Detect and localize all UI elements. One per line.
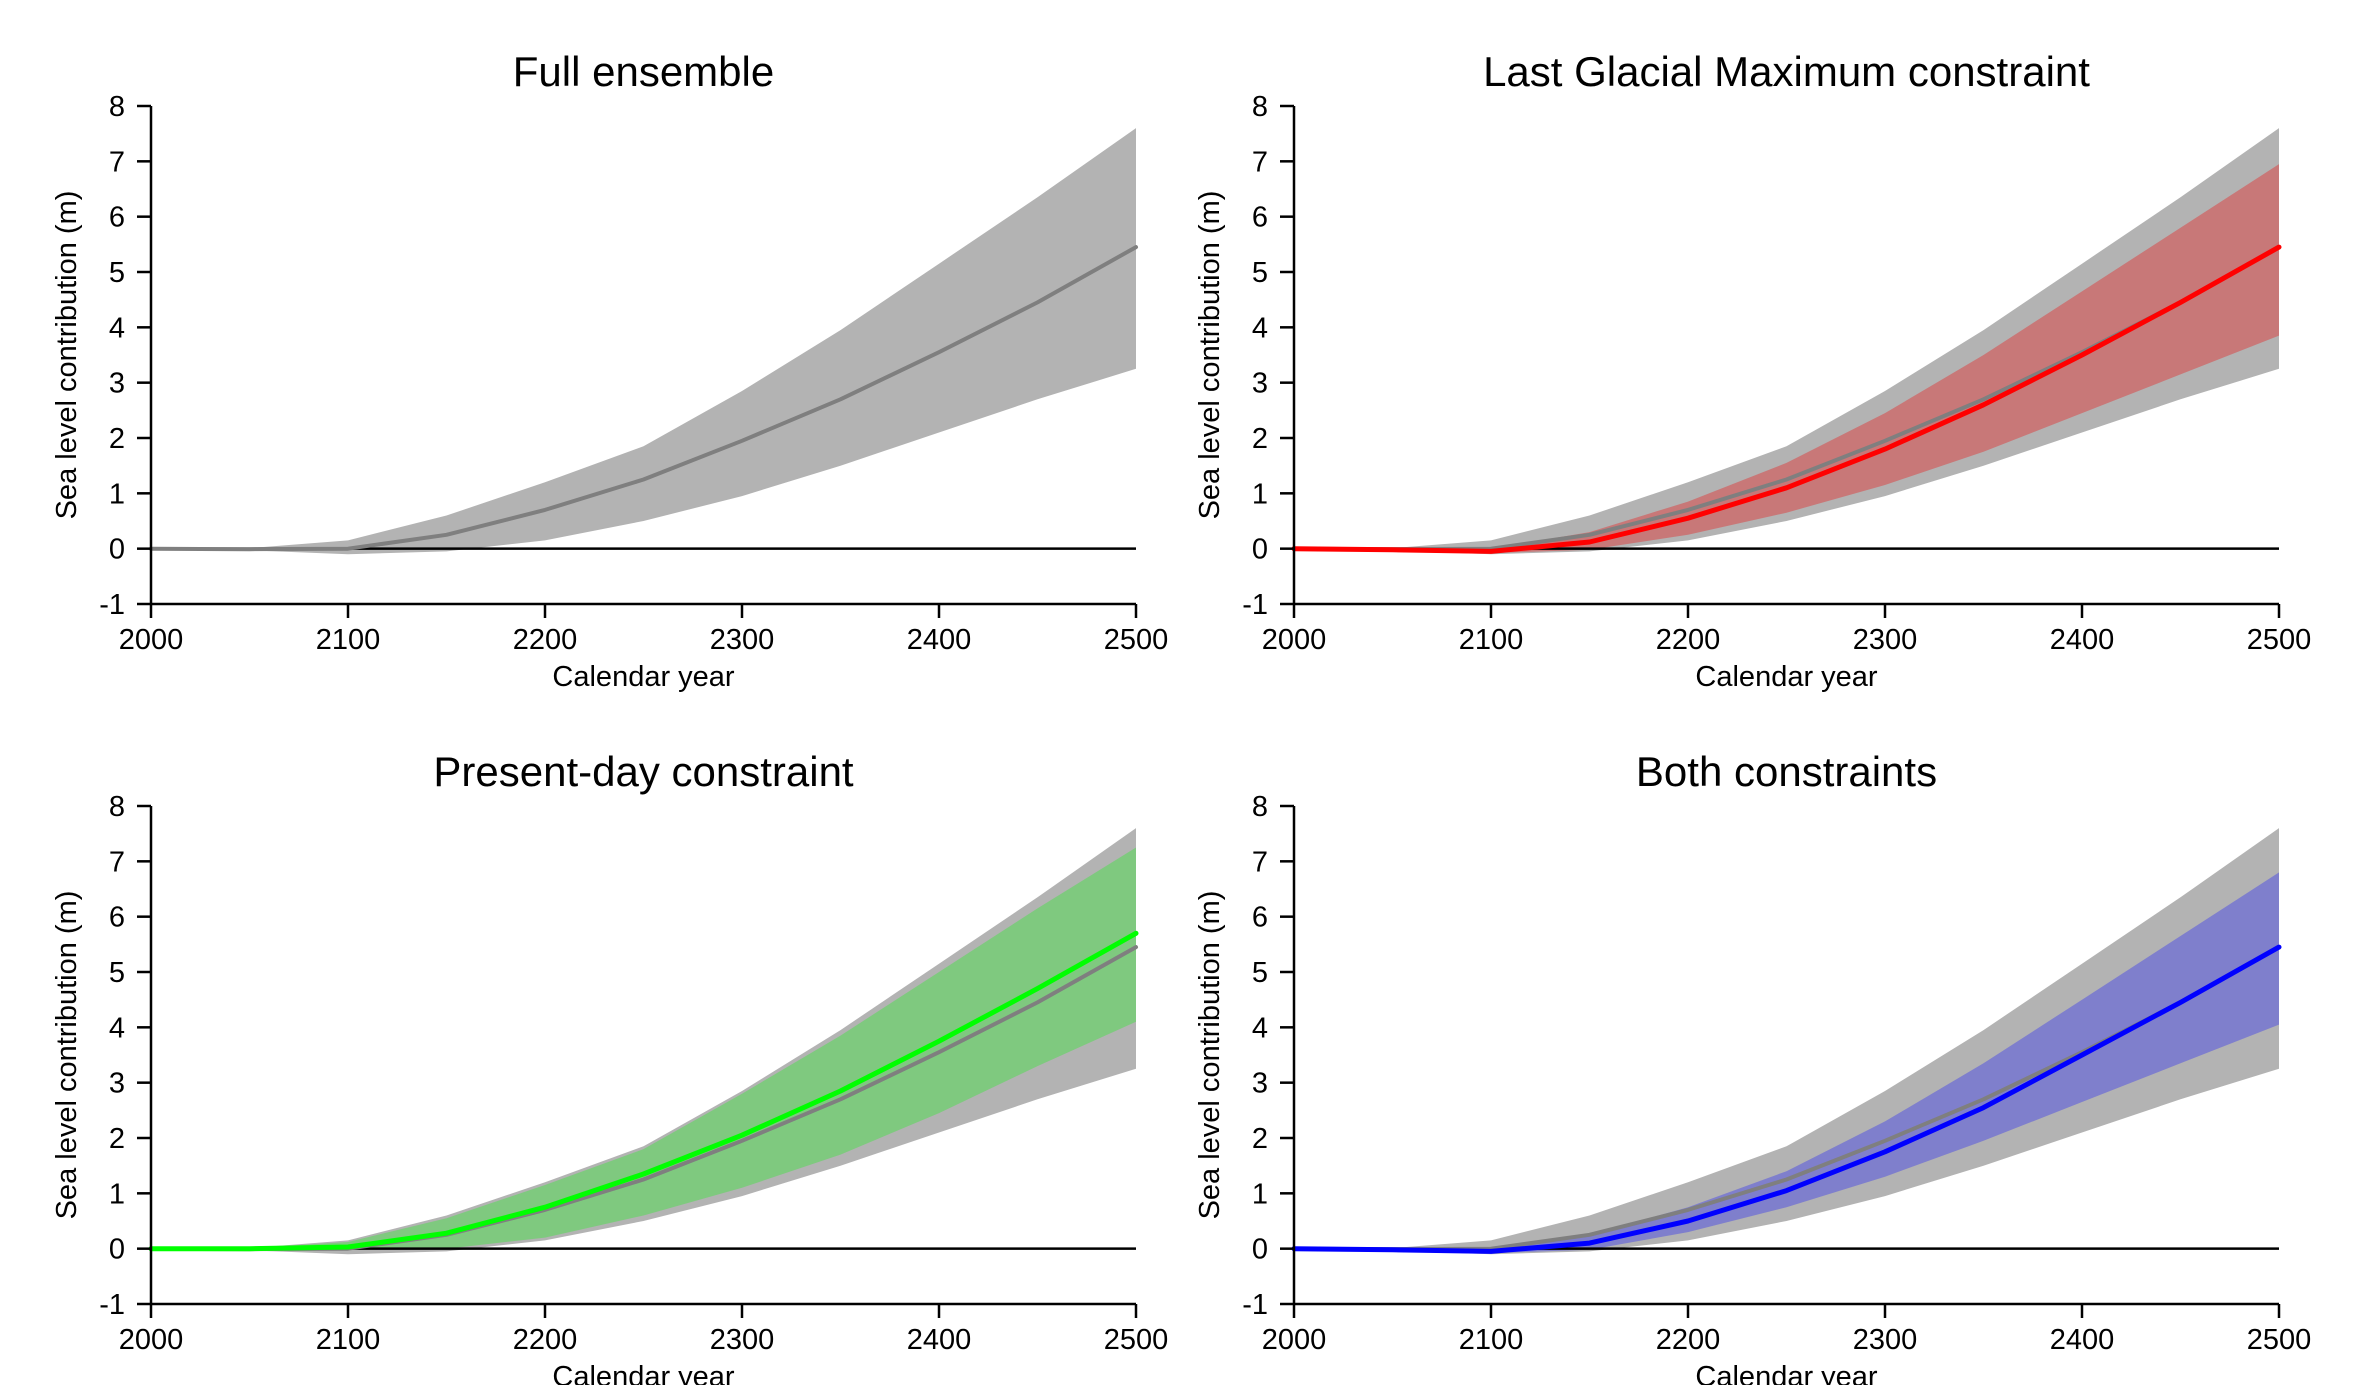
x-axis-label: Calendar year [1695, 661, 1877, 693]
x-tick-label: 2000 [119, 624, 184, 656]
y-tick-label: 5 [109, 957, 125, 989]
y-tick-label: 0 [109, 534, 125, 566]
x-tick-label: 2500 [1104, 624, 1169, 656]
y-tick-label: 8 [109, 91, 125, 123]
y-tick-label: 5 [1252, 957, 1268, 989]
median-line-2 [1291, 244, 2282, 554]
x-tick-label: 2000 [1262, 1324, 1327, 1356]
y-tick-label: 2 [109, 1123, 125, 1155]
y-tick-label: 4 [1252, 312, 1268, 344]
uncertainty-band-2 [1294, 872, 2279, 1254]
median-line-2 [1291, 944, 2282, 1254]
chart-panel-1: -1 0 1 2 3 4 5 6 7 8 2000 2100 2200 2300 2400 2500 Full … [51, 48, 1168, 693]
chart-panel-4: -1 0 1 2 3 4 5 6 7 8 2000 2100 2200 2300 2400 2500 Both … [1194, 748, 2311, 1385]
y-tick-label: 6 [1252, 902, 1268, 934]
y-tick-label: 1 [1252, 1178, 1268, 1210]
median-line-2 [148, 930, 1139, 1252]
y-tick-label: 1 [109, 1178, 125, 1210]
uncertainty-band-1 [151, 128, 1136, 555]
x-axis-label: Calendar year [552, 661, 734, 693]
median-line-1 [149, 245, 1138, 552]
y-axis-label: Sea level contribution (m) [1194, 191, 1226, 520]
chart-title: Last Glacial Maximum constraint [1483, 48, 2090, 95]
chart-title: Both constraints [1636, 748, 1937, 795]
y-tick-label: 2 [1252, 423, 1268, 455]
chart-panel-3: -1 0 1 2 3 4 5 6 7 8 2000 2100 2200 2300 2400 2500 Prese… [51, 748, 1168, 1385]
x-tick-label: 2200 [1656, 1324, 1721, 1356]
uncertainty-band-2 [1294, 164, 2279, 554]
y-tick-label: 4 [109, 312, 125, 344]
x-tick-label: 2500 [1104, 1324, 1169, 1356]
x-tick-label: 2300 [710, 624, 775, 656]
y-tick-label: 7 [1252, 846, 1268, 878]
y-tick-label: 3 [109, 368, 125, 400]
x-tick-label: 2400 [907, 624, 972, 656]
y-tick-label: 7 [109, 146, 125, 178]
x-tick-label: 2200 [1656, 624, 1721, 656]
x-tick-label: 2400 [2050, 624, 2115, 656]
y-tick-label: 3 [109, 1068, 125, 1100]
y-tick-label: 0 [1252, 1234, 1268, 1266]
x-tick-label: 2100 [1459, 1324, 1524, 1356]
x-tick-label: 2300 [1853, 1324, 1918, 1356]
y-tick-label: 6 [109, 202, 125, 234]
uncertainty-band-1 [1294, 828, 2279, 1255]
y-tick-label: 6 [109, 902, 125, 934]
y-tick-label: -1 [1242, 1289, 1268, 1321]
y-tick-label: 0 [1252, 534, 1268, 566]
y-tick-label: 1 [1252, 478, 1268, 510]
x-tick-label: 2500 [2247, 624, 2312, 656]
y-axis-label: Sea level contribution (m) [1194, 891, 1226, 1220]
y-tick-label: 5 [1252, 257, 1268, 289]
chart-title: Full ensemble [513, 48, 774, 95]
x-tick-label: 2400 [907, 1324, 972, 1356]
chart-title: Present-day constraint [433, 748, 854, 795]
y-tick-label: 4 [109, 1012, 125, 1044]
uncertainty-band-1 [151, 828, 1136, 1255]
x-tick-label: 2300 [710, 1324, 775, 1356]
x-tick-label: 2100 [316, 624, 381, 656]
y-tick-label: -1 [1242, 589, 1268, 621]
y-tick-label: 5 [109, 257, 125, 289]
y-tick-label: 7 [109, 846, 125, 878]
y-tick-label: 7 [1252, 146, 1268, 178]
x-tick-label: 2000 [119, 1324, 184, 1356]
chart-panel-2: -1 0 1 2 3 4 5 6 7 8 2000 2100 2200 2300 2400 2500 Last … [1194, 48, 2311, 693]
uncertainty-band-2 [151, 847, 1136, 1250]
y-tick-label: -1 [99, 1289, 125, 1321]
y-tick-label: 3 [1252, 368, 1268, 400]
x-tick-label: 2300 [1853, 624, 1918, 656]
y-axis-label: Sea level contribution (m) [51, 891, 83, 1220]
x-tick-label: 2500 [2247, 1324, 2312, 1356]
y-tick-label: 1 [109, 478, 125, 510]
y-tick-label: -1 [99, 589, 125, 621]
y-tick-label: 4 [1252, 1012, 1268, 1044]
y-tick-label: 8 [1252, 91, 1268, 123]
y-tick-label: 3 [1252, 1068, 1268, 1100]
y-tick-label: 8 [109, 791, 125, 823]
x-tick-label: 2400 [2050, 1324, 2115, 1356]
y-tick-label: 0 [109, 1234, 125, 1266]
y-tick-label: 8 [1252, 791, 1268, 823]
x-tick-label: 2000 [1262, 624, 1327, 656]
x-tick-label: 2100 [1459, 624, 1524, 656]
x-tick-label: 2200 [513, 624, 578, 656]
x-axis-label: Calendar year [1695, 1361, 1877, 1385]
y-tick-label: 2 [109, 423, 125, 455]
y-axis-label: Sea level contribution (m) [51, 191, 83, 520]
y-tick-label: 6 [1252, 202, 1268, 234]
x-tick-label: 2100 [316, 1324, 381, 1356]
x-axis-label: Calendar year [552, 1361, 734, 1385]
x-tick-label: 2200 [513, 1324, 578, 1356]
uncertainty-band-1 [1294, 128, 2279, 555]
y-tick-label: 2 [1252, 1123, 1268, 1155]
